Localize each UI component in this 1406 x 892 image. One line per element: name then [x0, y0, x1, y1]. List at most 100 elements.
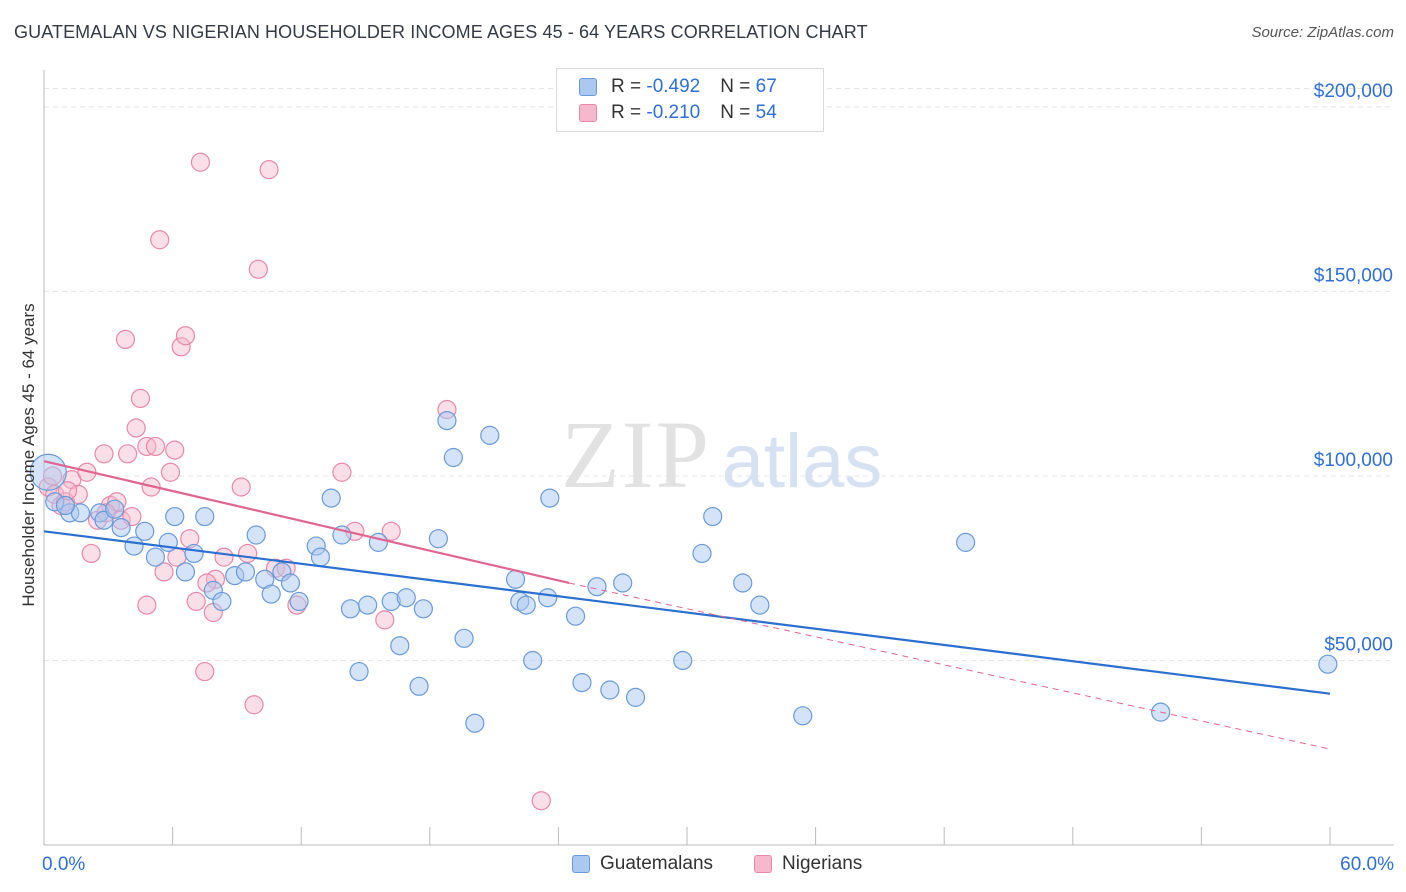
guatemalan-point	[390, 636, 410, 656]
watermark-atlas: atlas	[722, 419, 883, 504]
guatemalan-point	[135, 521, 155, 541]
nigerian-point	[244, 695, 264, 715]
nigerian-swatch	[579, 104, 597, 122]
nigerian-point	[259, 160, 279, 180]
nigerian-point	[160, 462, 181, 482]
nigerian-point	[195, 661, 215, 682]
nigerian-point	[190, 152, 211, 172]
nigerian-point	[130, 388, 151, 409]
nigerian-point	[154, 562, 174, 582]
guatemalan-point	[1318, 654, 1338, 674]
trend-lines	[43, 460, 1331, 750]
nigerian-point	[115, 329, 136, 350]
guatemalan-trend-line	[43, 530, 1331, 695]
nigerian-point	[238, 543, 258, 564]
nigerian-trend-extension	[569, 582, 1331, 750]
guatemalan-swatch	[579, 78, 597, 96]
guatemalan-point	[454, 628, 474, 648]
guatemalan-point	[413, 599, 433, 619]
guatemalan-point	[184, 543, 204, 564]
legend-n-label: N =	[720, 76, 756, 97]
guatemalan-point	[480, 425, 500, 445]
y-tick-label: $150,000	[1314, 265, 1393, 286]
legend-row-nigerians: R = -0.210 N = 54	[579, 101, 777, 125]
guatemalan-point	[358, 595, 378, 615]
guatemalan-point	[572, 673, 592, 693]
nigerian-point	[126, 418, 146, 438]
guatemalan-point	[673, 650, 693, 671]
guatemalan-point	[409, 676, 429, 696]
nigerian-point	[145, 436, 166, 457]
nigerian-point	[332, 462, 352, 482]
guatemalan-point	[349, 661, 369, 682]
nigerian-point	[248, 259, 268, 279]
nigerian-trend-line	[43, 460, 570, 585]
guatemalan-point	[733, 573, 753, 593]
nigerian-point	[137, 595, 157, 615]
guatemalan-point	[235, 562, 256, 582]
guatemalan-point	[692, 543, 712, 564]
guatemalan-point	[368, 532, 388, 552]
guatemalan-point	[600, 680, 620, 700]
y-axis-label: Householder Income Ages 45 - 64 years	[19, 303, 38, 606]
guatemalan-point	[55, 495, 76, 516]
legend-r-value: -0.492	[646, 76, 701, 97]
nigerian-point	[150, 230, 170, 250]
y-tick-label: $50,000	[1324, 634, 1393, 655]
guatemalan-point	[428, 529, 448, 549]
guatemalan-point	[212, 591, 232, 612]
legend-n-value: 67	[755, 76, 777, 97]
guatemalan-point	[538, 588, 558, 608]
guatemalan-point	[793, 706, 813, 726]
guatemalan-point	[750, 595, 770, 615]
guatemalan-point	[956, 532, 976, 552]
guatemalan-points	[29, 410, 1338, 733]
y-tick-label: $100,000	[1314, 450, 1393, 471]
guatemalan-point	[246, 525, 266, 545]
nigerian-point	[117, 444, 138, 464]
guatemalan-point	[195, 506, 215, 527]
legend-n-label: N =	[720, 102, 756, 123]
guatemalan-point	[289, 591, 309, 612]
nigerian-point	[381, 521, 401, 541]
bottom-legend-nigerians: Nigerians	[754, 852, 862, 876]
guatemalan-point	[310, 547, 331, 567]
nigerian-swatch	[754, 855, 772, 873]
guatemalan-point	[280, 573, 301, 593]
nigerian-point	[231, 477, 251, 497]
legend-n-value: 54	[755, 102, 777, 123]
nigerian-point	[531, 791, 551, 811]
watermark: ZIP atlas	[561, 401, 882, 508]
legend-r-value: -0.210	[646, 102, 701, 123]
guatemalan-point	[703, 506, 723, 527]
nigerian-point	[186, 591, 206, 612]
axes	[43, 70, 1394, 846]
guatemalan-point	[613, 573, 633, 593]
chart-title: GUATEMALAN VS NIGERIAN HOUSEHOLDER INCOM…	[14, 22, 868, 42]
guatemalan-point	[437, 410, 457, 431]
x-tick-label: 60.0%	[1340, 854, 1394, 875]
bottom-legend-label: Guatemalans	[600, 853, 714, 874]
guatemalan-point	[587, 577, 607, 597]
guatemalan-point	[540, 488, 560, 508]
nigerian-point	[81, 543, 101, 564]
x-tick-label: 0.0%	[42, 854, 85, 875]
y-tick-label: $200,000	[1314, 81, 1393, 102]
guatemalan-point	[105, 499, 125, 519]
nigerian-point	[375, 610, 395, 630]
nigerian-point	[175, 326, 196, 346]
bottom-legend-guatemalans: Guatemalans	[572, 852, 713, 876]
guatemalan-point	[145, 547, 166, 567]
guatemalan-point	[396, 588, 416, 608]
chart-source: Source: ZipAtlas.com	[1251, 24, 1394, 41]
guatemalan-point	[111, 518, 131, 538]
y-tick-labels: $50,000 $100,000 $150,000 $200,000	[1314, 81, 1393, 656]
correlation-legend: R = -0.492 N = 67 R = -0.210 N = 54	[556, 68, 824, 132]
guatemalan-point	[465, 713, 485, 733]
legend-row-guatemalans: R = -0.492 N = 67	[579, 75, 777, 99]
guatemalan-point	[340, 599, 361, 619]
guatemalan-point	[321, 488, 341, 508]
bottom-legend-label: Nigerians	[782, 853, 863, 874]
guatemalan-point	[165, 506, 185, 527]
